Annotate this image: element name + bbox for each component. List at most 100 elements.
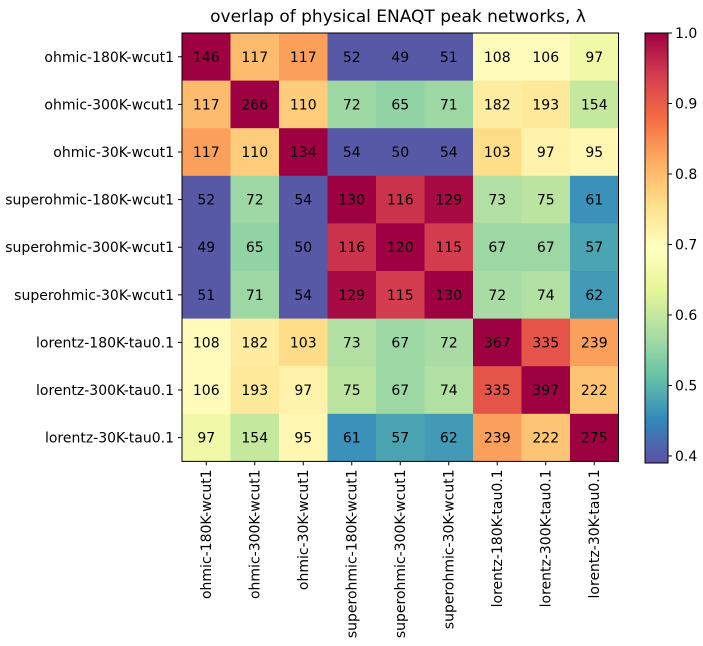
heatmap-cell (182, 318, 231, 367)
cell-value-label: 97 (537, 145, 555, 161)
cell-value-label: 62 (585, 288, 603, 304)
heatmap-cell (521, 33, 571, 81)
heatmap-cell (521, 318, 571, 367)
heatmap-cell (327, 80, 377, 129)
heatmap-cell (570, 366, 619, 415)
cell-value-label: 65 (391, 97, 409, 113)
heatmap-cell (521, 175, 571, 224)
heatmap-cell (279, 223, 328, 272)
cell-value-label: 130 (338, 193, 365, 209)
heatmap-cell (376, 271, 425, 319)
cell-value-label: 103 (484, 145, 511, 161)
heatmap-cell (424, 223, 474, 272)
heatmap-cell (182, 80, 231, 129)
colorbar-tick-label: 0.5 (675, 378, 697, 394)
heatmap-cell (230, 80, 280, 129)
cell-value-label: 146 (193, 50, 220, 66)
heatmap-cell (473, 175, 522, 224)
column-label: ohmic-180K-wcut1 (199, 469, 215, 599)
cell-value-label: 129 (338, 288, 365, 304)
cell-value-label: 72 (488, 288, 506, 304)
heatmap-cell (230, 175, 280, 224)
heatmap-cell (376, 128, 425, 177)
cell-value-label: 106 (532, 50, 559, 66)
cell-value-label: 95 (294, 431, 312, 447)
heatmap-cell (182, 223, 231, 272)
colorbar-tick-label: 1.0 (675, 26, 697, 42)
colorbar-tick-label: 0.9 (675, 96, 697, 112)
heatmap-cell (521, 80, 571, 129)
heatmap-cell (424, 318, 474, 367)
heatmap-cell (376, 366, 425, 415)
cell-value-label: 97 (294, 383, 312, 399)
heatmap-cell (570, 128, 619, 177)
heatmap-cell (376, 33, 425, 81)
cell-value-label: 129 (435, 193, 462, 209)
heatmap-cell (327, 318, 377, 367)
heatmap-cell (473, 33, 522, 81)
heatmap-cell (376, 223, 425, 272)
column-label: ohmic-30K-wcut1 (296, 469, 312, 590)
colorbar-tick-label: 0.4 (675, 449, 697, 465)
heatmap-cell (424, 128, 474, 177)
heatmap-cell (473, 80, 522, 129)
chart-title: overlap of physical ENAQT peak networks,… (210, 7, 586, 27)
cell-value-label: 52 (197, 193, 215, 209)
column-label: superohmic-300K-wcut1 (393, 469, 409, 638)
cell-value-label: 67 (391, 383, 409, 399)
row-label: superohmic-180K-wcut1 (5, 193, 174, 209)
heatmap-cell (473, 366, 522, 415)
heatmap-cell (279, 366, 328, 415)
heatmap-cell (376, 318, 425, 367)
heatmap-cell (521, 128, 571, 177)
heatmap-cell (570, 318, 619, 367)
cell-value-label: 61 (343, 431, 361, 447)
cell-value-label: 54 (294, 193, 312, 209)
cell-value-label: 108 (484, 50, 511, 66)
row-label: ohmic-30K-wcut1 (53, 145, 174, 161)
heatmap-cell (570, 33, 619, 81)
heatmap-cell (424, 175, 474, 224)
column-label: superohmic-180K-wcut1 (345, 469, 361, 638)
cell-value-label: 182 (484, 97, 511, 113)
row-tick-labels: ohmic-180K-wcut1 ohmic-300K-wcut1 ohmic-30… (5, 50, 182, 447)
cell-value-label: 116 (338, 240, 365, 256)
cell-value-label: 115 (435, 240, 462, 256)
heatmap-cell (376, 175, 425, 224)
cell-value-label: 367 (484, 335, 511, 351)
cell-value-label: 71 (246, 288, 264, 304)
heatmap-cell (327, 223, 377, 272)
heatmap-cell (473, 318, 522, 367)
cell-value-label: 193 (241, 383, 268, 399)
heatmap-cell (521, 271, 571, 319)
cell-value-label: 115 (387, 288, 414, 304)
cell-value-label: 49 (197, 240, 215, 256)
cell-value-label: 335 (532, 335, 559, 351)
cell-value-label: 72 (343, 97, 361, 113)
cell-value-label: 73 (343, 335, 361, 351)
row-label: lorentz-300K-tau0.1 (36, 383, 174, 399)
heatmap-cell (521, 366, 571, 415)
cell-value-label: 75 (537, 193, 555, 209)
cell-value-label: 120 (387, 240, 414, 256)
heatmap-cell (521, 413, 571, 462)
heatmap-cell (473, 128, 522, 177)
heatmap-cell (376, 80, 425, 129)
cell-value-label: 130 (435, 288, 462, 304)
cell-value-label: 239 (484, 431, 511, 447)
cell-value-label: 95 (585, 145, 603, 161)
row-label: superohmic-30K-wcut1 (14, 288, 174, 304)
colorbar-tick-label: 0.8 (675, 167, 697, 183)
cell-value-label: 75 (343, 383, 361, 399)
cell-value-label: 154 (241, 431, 268, 447)
cell-value-label: 62 (440, 431, 458, 447)
cell-value-label: 116 (387, 193, 414, 209)
heatmap-cell (279, 318, 328, 367)
cell-value-label: 239 (581, 335, 608, 351)
row-label: ohmic-180K-wcut1 (44, 50, 174, 66)
row-label: lorentz-30K-tau0.1 (45, 431, 174, 447)
heatmap-cell (230, 271, 280, 319)
heatmap-cell (327, 366, 377, 415)
cell-value-label: 51 (440, 50, 458, 66)
heatmap-cell (230, 318, 280, 367)
